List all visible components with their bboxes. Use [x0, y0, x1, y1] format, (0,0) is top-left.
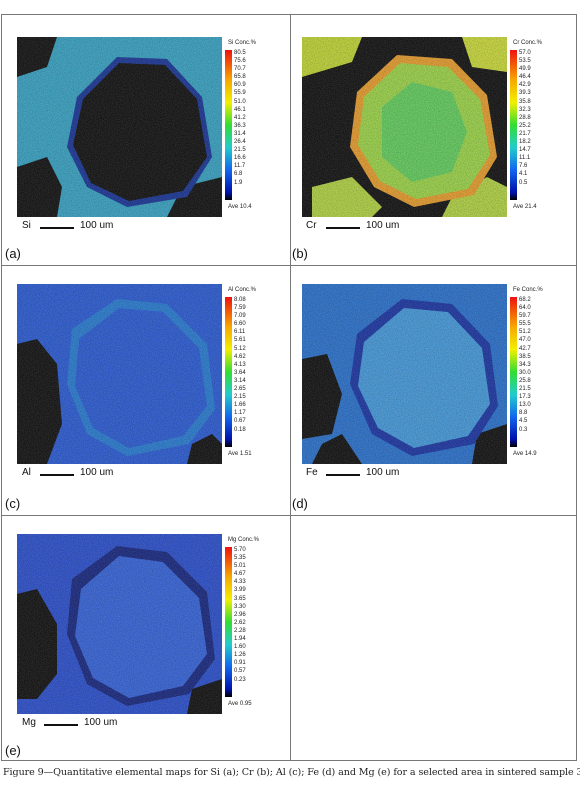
mg-map-image: [17, 534, 222, 714]
cr-scale-bar: [326, 227, 360, 229]
al-colorbar-unit: Al Conc.%: [228, 287, 257, 293]
panel-label-a: (a): [5, 246, 21, 261]
si-average: Ave 10.4: [228, 204, 252, 210]
panel-label-e: (e): [5, 743, 21, 758]
si-element-symbol: Si: [22, 220, 31, 231]
cr-element-symbol: Cr: [306, 220, 317, 231]
cr-colorbar-ticks: 57.0 53.5 49.9 46.4 42.9 39.3 35.8 32.3 28.8 25.2…: [519, 50, 531, 186]
panel-label-b: (b): [292, 246, 308, 261]
si-colorbar-ticks: 80.5 75.6 70.7 65.8 60.9 55.9 51.0 46.1 41.2 36.3…: [234, 50, 246, 186]
mg-colorbar: [225, 547, 232, 697]
mg-average: Ave 0.95: [228, 701, 252, 707]
figure-grid: [1, 14, 577, 761]
fe-scale-label: 100 um: [366, 467, 400, 478]
cr-colorbar-unit: Cr Conc.%: [513, 40, 543, 46]
al-scale-label: 100 um: [80, 467, 114, 478]
fe-colorbar-ticks: 68.2 64.0 59.7 55.5 51.2 47.0 42.7 38.5 34.3 30.0…: [519, 297, 531, 433]
fe-colorbar: [510, 297, 517, 447]
al-colorbar: [225, 297, 232, 447]
fe-scale-bar: [326, 474, 360, 476]
si-scale-label: 100 um: [80, 220, 114, 231]
panel-label-c: (c): [5, 496, 21, 511]
cr-scale-label: 100 um: [366, 220, 400, 231]
al-average: Ave 1.51: [228, 451, 252, 457]
al-map-image: [17, 284, 222, 464]
grid-divider-vertical: [290, 15, 291, 760]
al-colorbar-ticks: 8.08 7.59 7.09 6.60 6.11 5.61 5.12 4.62 4.13 3.64…: [234, 297, 246, 433]
si-scale-bar: [40, 227, 74, 229]
figure-caption: Figure 9—Quantitative elemental maps for…: [3, 767, 580, 778]
si-map-image: [17, 37, 222, 217]
cr-average: Ave 21.4: [513, 204, 537, 210]
mg-scale-label: 100 um: [84, 717, 118, 728]
al-element-symbol: Al: [22, 467, 31, 478]
grid-divider-row1: [2, 265, 576, 266]
cr-map-image: [302, 37, 507, 217]
fe-map-image: [302, 284, 507, 464]
fe-element-symbol: Fe: [306, 467, 318, 478]
mg-scale-bar: [44, 724, 78, 726]
panel-label-d: (d): [292, 496, 308, 511]
mg-colorbar-ticks: 5.70 5.35 5.01 4.67 4.33 3.99 3.65 3.30 2.96 2.62…: [234, 547, 246, 683]
al-scale-bar: [40, 474, 74, 476]
mg-element-symbol: Mg: [22, 717, 36, 728]
fe-average: Ave 14.9: [513, 451, 537, 457]
si-colorbar-unit: Si Conc.%: [228, 40, 257, 46]
grid-divider-row2: [2, 515, 576, 516]
cr-colorbar: [510, 50, 517, 200]
mg-colorbar-unit: Mg Conc.%: [228, 537, 260, 543]
fe-colorbar-unit: Fe Conc.%: [513, 287, 543, 293]
si-colorbar: [225, 50, 232, 200]
